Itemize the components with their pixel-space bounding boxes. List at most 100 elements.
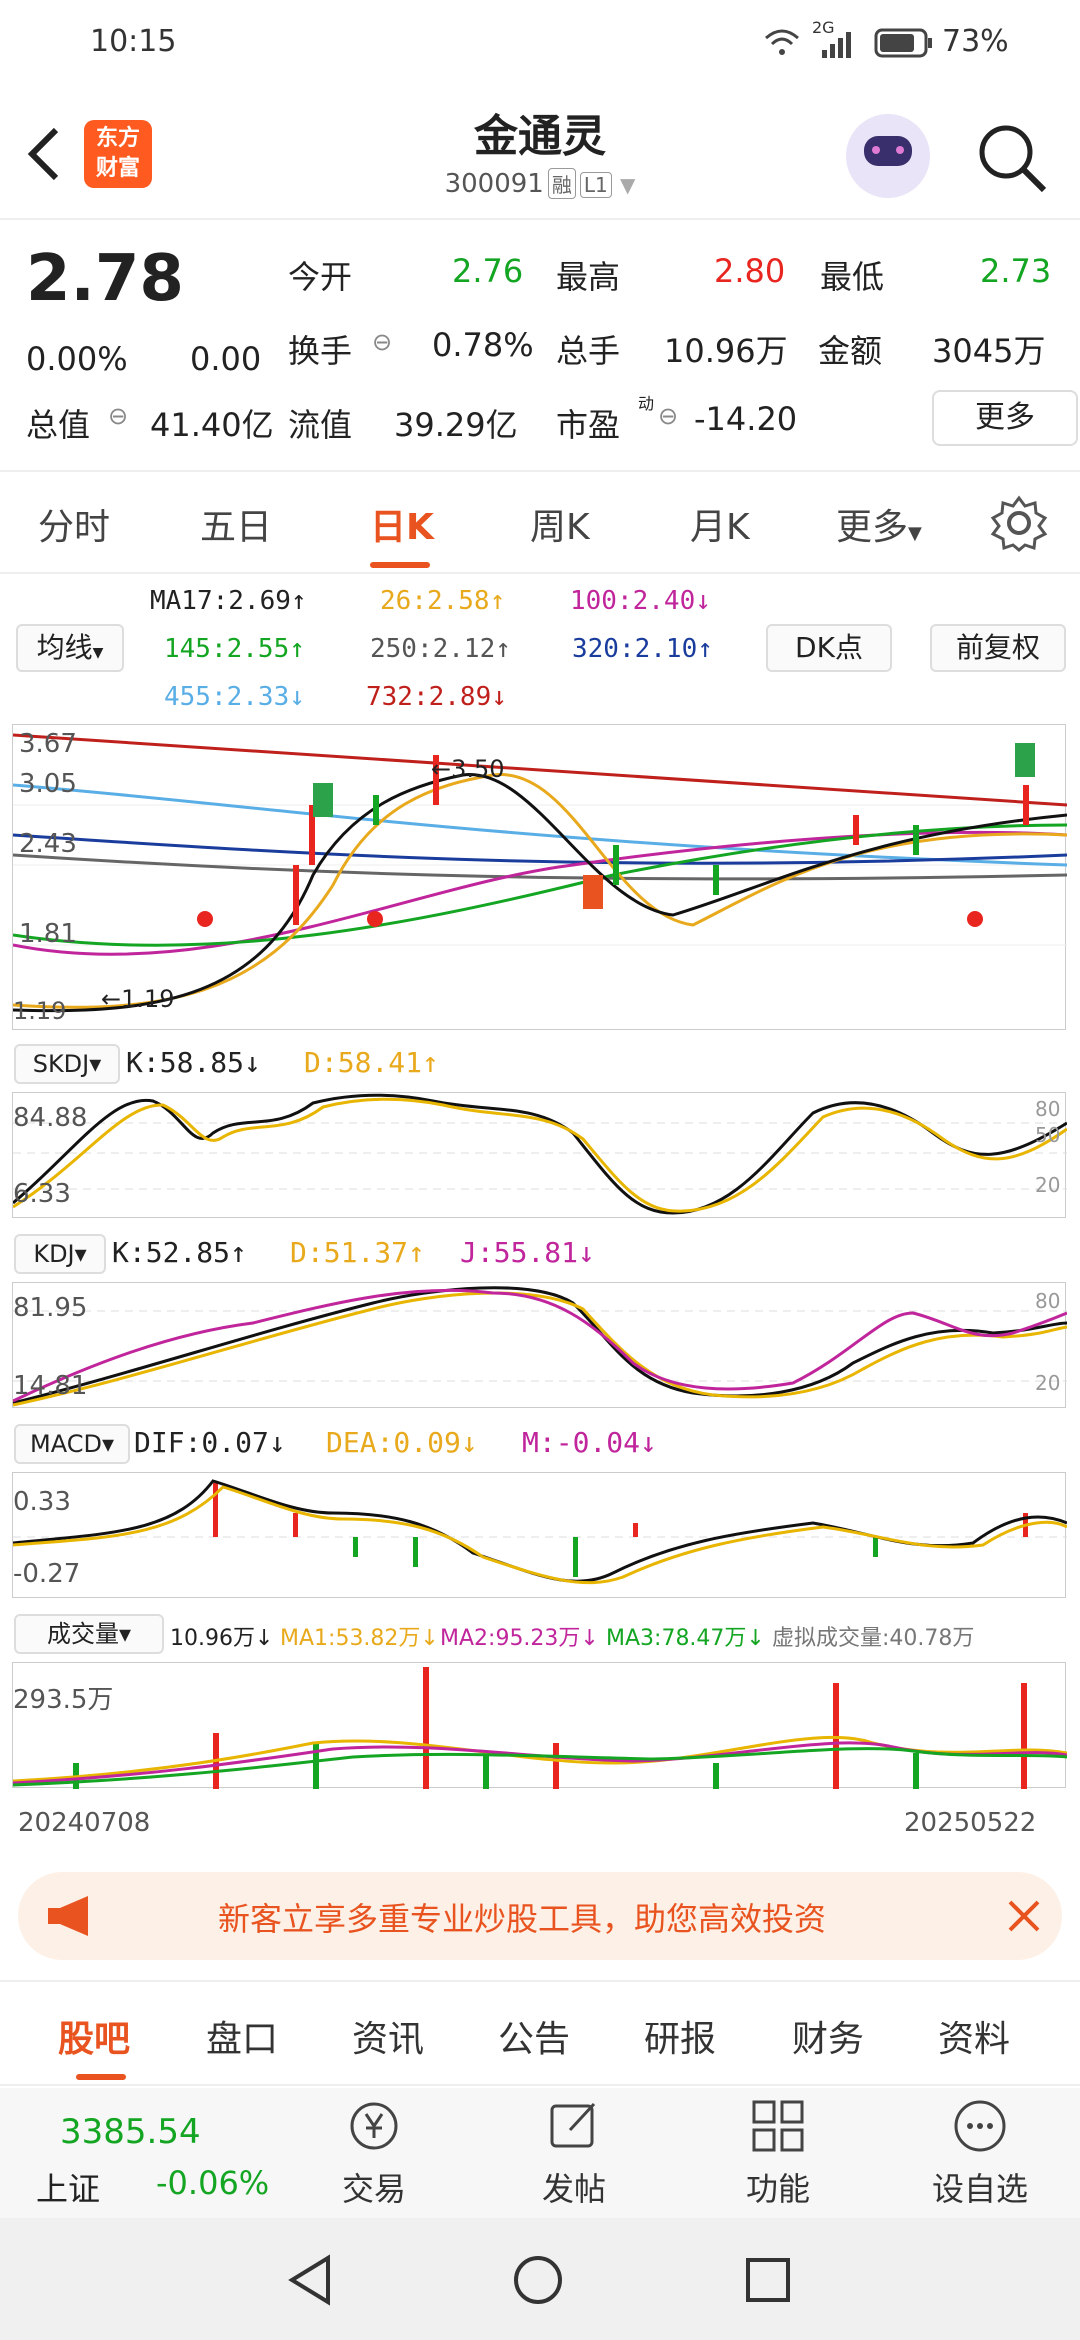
tab-weekly-k[interactable]: 周K xyxy=(530,507,590,548)
search-icon[interactable] xyxy=(974,120,1050,196)
back-icon[interactable] xyxy=(20,124,70,184)
start-date: 20240708 xyxy=(18,1808,151,1838)
adjust-button[interactable]: 前复权 xyxy=(930,624,1066,672)
close-icon[interactable] xyxy=(1004,1896,1044,1936)
kdj-selector[interactable]: KDJ▾ xyxy=(14,1234,106,1274)
post-button[interactable]: 发帖 xyxy=(504,2096,644,2210)
tab-daily-k[interactable]: 日K xyxy=(370,507,434,548)
skdj-20: 20 xyxy=(1035,1173,1061,1197)
tab-intraday[interactable]: 分时 xyxy=(38,507,111,548)
function-button[interactable]: 功能 xyxy=(708,2096,848,2210)
y-label-2: 3.05 xyxy=(19,769,77,799)
kdj-20: 20 xyxy=(1035,1371,1061,1395)
kdj-80: 80 xyxy=(1035,1289,1061,1313)
open-value: 2.76 xyxy=(452,252,524,290)
macd-selector[interactable]: MACD▾ xyxy=(14,1424,130,1464)
peak-marker: ←3.50 xyxy=(431,755,505,783)
signal-icon xyxy=(822,32,851,58)
index-name: 上证 xyxy=(36,2170,101,2208)
ma-selector-label: 均线 xyxy=(36,631,93,664)
nav-back-icon[interactable] xyxy=(282,2252,338,2308)
y-label-3: 2.43 xyxy=(19,829,77,859)
high-value: 2.80 xyxy=(714,252,786,290)
kdj-svg xyxy=(12,1286,1068,1407)
nav-recent-icon[interactable] xyxy=(740,2252,796,2308)
bottom-toolbar: 3385.54 上证 -0.06% 交易 发帖 功能 设自选 xyxy=(0,2088,1080,2218)
macd-top: 0.33 xyxy=(13,1487,71,1517)
tab-profile[interactable]: 资料 xyxy=(938,2019,1011,2060)
vol-name: 成交量 xyxy=(46,1620,119,1648)
vol-ma3: MA3:78.47万↓ xyxy=(606,1626,765,1651)
tab-monthly-k[interactable]: 月K xyxy=(690,507,750,548)
tab-announcements[interactable]: 公告 xyxy=(498,2019,571,2060)
high-label: 最高 xyxy=(556,258,621,296)
end-date: 20250522 xyxy=(904,1808,1037,1838)
more-dots-icon xyxy=(954,2100,1006,2152)
watchlist-label: 设自选 xyxy=(931,2170,1028,2208)
robot-avatar-icon[interactable] xyxy=(846,114,930,198)
megaphone-icon xyxy=(48,1896,88,1936)
macd-dea: DEA:0.09↓ xyxy=(326,1426,478,1459)
battery-level: 73% xyxy=(942,24,1009,59)
stock-header: 东方 财富 金通灵 300091 融 L1 ▼ xyxy=(0,90,1080,220)
info-icon[interactable]: ⊖ xyxy=(108,402,129,430)
promo-banner[interactable]: 新客立享多重专业炒股工具，助您高效投资 xyxy=(18,1872,1062,1960)
banner-text: 新客立享多重专业炒股工具，助您高效投资 xyxy=(218,1900,827,1938)
current-price: 2.78 xyxy=(26,242,184,316)
logo-line2: 财富 xyxy=(95,156,140,181)
tab-news[interactable]: 资讯 xyxy=(352,2019,425,2060)
skdj-k: K:58.85↓ xyxy=(126,1046,261,1079)
tab-research[interactable]: 研报 xyxy=(644,2019,717,2060)
more-button[interactable]: 更多 xyxy=(932,390,1078,446)
ma-selector[interactable]: 均线▼ xyxy=(16,624,124,672)
dk-point-button[interactable]: DK点 xyxy=(766,624,892,672)
index-change: -0.06% xyxy=(156,2164,270,2202)
index-value[interactable]: 3385.54 xyxy=(60,2112,201,2152)
kdj-chart[interactable]: 81.95 14.81 80 20 xyxy=(12,1282,1068,1408)
total-cap-label: 总值 xyxy=(26,406,91,444)
low-label: 最低 xyxy=(820,258,885,296)
volume-svg xyxy=(12,1667,1068,1789)
info-icon[interactable]: ⊖ xyxy=(658,402,679,430)
kline-chart[interactable]: 3.67 3.05 2.43 1.81 ←1.19 1.19 ←3.50 xyxy=(12,724,1068,1030)
macd-m: M:-0.04↓ xyxy=(522,1426,657,1459)
system-nav-bar xyxy=(0,2218,1080,2340)
tab-more[interactable]: 更多▼ xyxy=(836,498,922,550)
pe-label: 市盈 xyxy=(556,406,621,444)
ma732-label: 732:2.89↓ xyxy=(366,682,507,712)
macd-name: MACD xyxy=(30,1430,102,1458)
macd-chart[interactable]: 0.33 -0.27 xyxy=(12,1472,1068,1598)
ma145-label: 145:2.55↑ xyxy=(164,634,305,664)
kdj-k: K:52.85↑ xyxy=(112,1236,247,1269)
skdj-d: D:58.41↑ xyxy=(304,1046,439,1079)
trade-button[interactable]: 交易 xyxy=(304,2096,444,2210)
volume-chart[interactable]: 293.5万 xyxy=(12,1662,1068,1789)
network-type: 2G xyxy=(812,18,835,37)
y-label-top: 3.67 xyxy=(19,729,77,759)
pe-value: -14.20 xyxy=(694,400,798,438)
yen-icon xyxy=(350,2102,398,2150)
info-icon[interactable]: ⊖ xyxy=(372,328,393,356)
turnover-label: 换手 xyxy=(288,332,353,370)
stock-name[interactable]: 金通灵 xyxy=(474,111,606,162)
stock-code-line[interactable]: 300091 融 L1 ▼ xyxy=(0,168,1080,199)
grid-icon xyxy=(752,2100,804,2152)
volume-selector[interactable]: 成交量▾ xyxy=(14,1614,164,1654)
tab-five-day[interactable]: 五日 xyxy=(200,507,273,548)
gear-icon[interactable] xyxy=(990,494,1048,552)
post-label: 发帖 xyxy=(541,2170,606,2208)
nav-home-icon[interactable] xyxy=(510,2252,566,2308)
app-logo[interactable]: 东方 财富 xyxy=(84,120,152,188)
skdj-50: 50 xyxy=(1035,1123,1061,1147)
skdj-selector[interactable]: SKDJ▾ xyxy=(14,1044,120,1084)
tab-forum[interactable]: 股吧 xyxy=(58,2019,131,2060)
kdj-top: 81.95 xyxy=(13,1293,88,1323)
tab-orderbook[interactable]: 盘口 xyxy=(206,2019,279,2060)
stock-code: 300091 xyxy=(444,169,544,199)
skdj-chart[interactable]: 84.88 6.33 80 50 20 xyxy=(12,1092,1068,1218)
amount-label: 金额 xyxy=(818,332,883,370)
watchlist-button[interactable]: 设自选 xyxy=(910,2096,1050,2210)
tab-finance[interactable]: 财务 xyxy=(792,2019,865,2060)
vol-top: 293.5万 xyxy=(13,1685,114,1715)
